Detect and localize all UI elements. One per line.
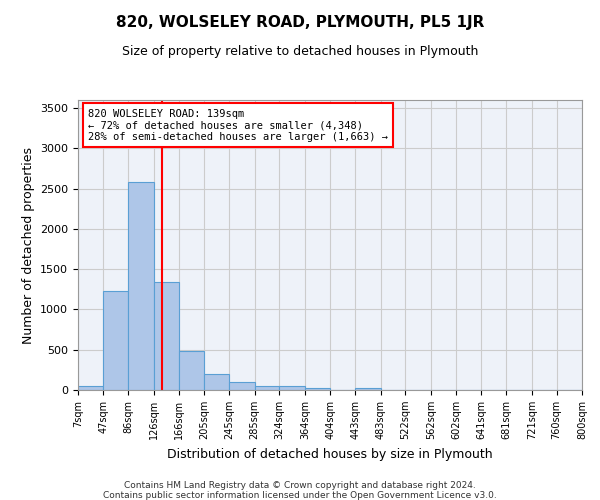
Bar [355,388,380,390]
Text: Contains public sector information licensed under the Open Government Licence v3: Contains public sector information licen… [103,491,497,500]
Bar [103,291,128,390]
Bar [78,386,103,390]
Bar [305,388,331,390]
X-axis label: Distribution of detached houses by size in Plymouth: Distribution of detached houses by size … [167,448,493,460]
Text: Size of property relative to detached houses in Plymouth: Size of property relative to detached ho… [122,45,478,58]
Bar [179,350,204,390]
Text: Contains HM Land Registry data © Crown copyright and database right 2024.: Contains HM Land Registry data © Crown c… [124,481,476,490]
Text: 820, WOLSELEY ROAD, PLYMOUTH, PL5 1JR: 820, WOLSELEY ROAD, PLYMOUTH, PL5 1JR [116,15,484,30]
Bar [280,386,305,390]
Bar [254,386,280,390]
Bar [204,374,229,390]
Bar [128,182,154,390]
Text: 820 WOLSELEY ROAD: 139sqm
← 72% of detached houses are smaller (4,348)
28% of se: 820 WOLSELEY ROAD: 139sqm ← 72% of detac… [88,108,388,142]
Y-axis label: Number of detached properties: Number of detached properties [22,146,35,344]
Bar [229,382,254,390]
Bar [154,282,179,390]
